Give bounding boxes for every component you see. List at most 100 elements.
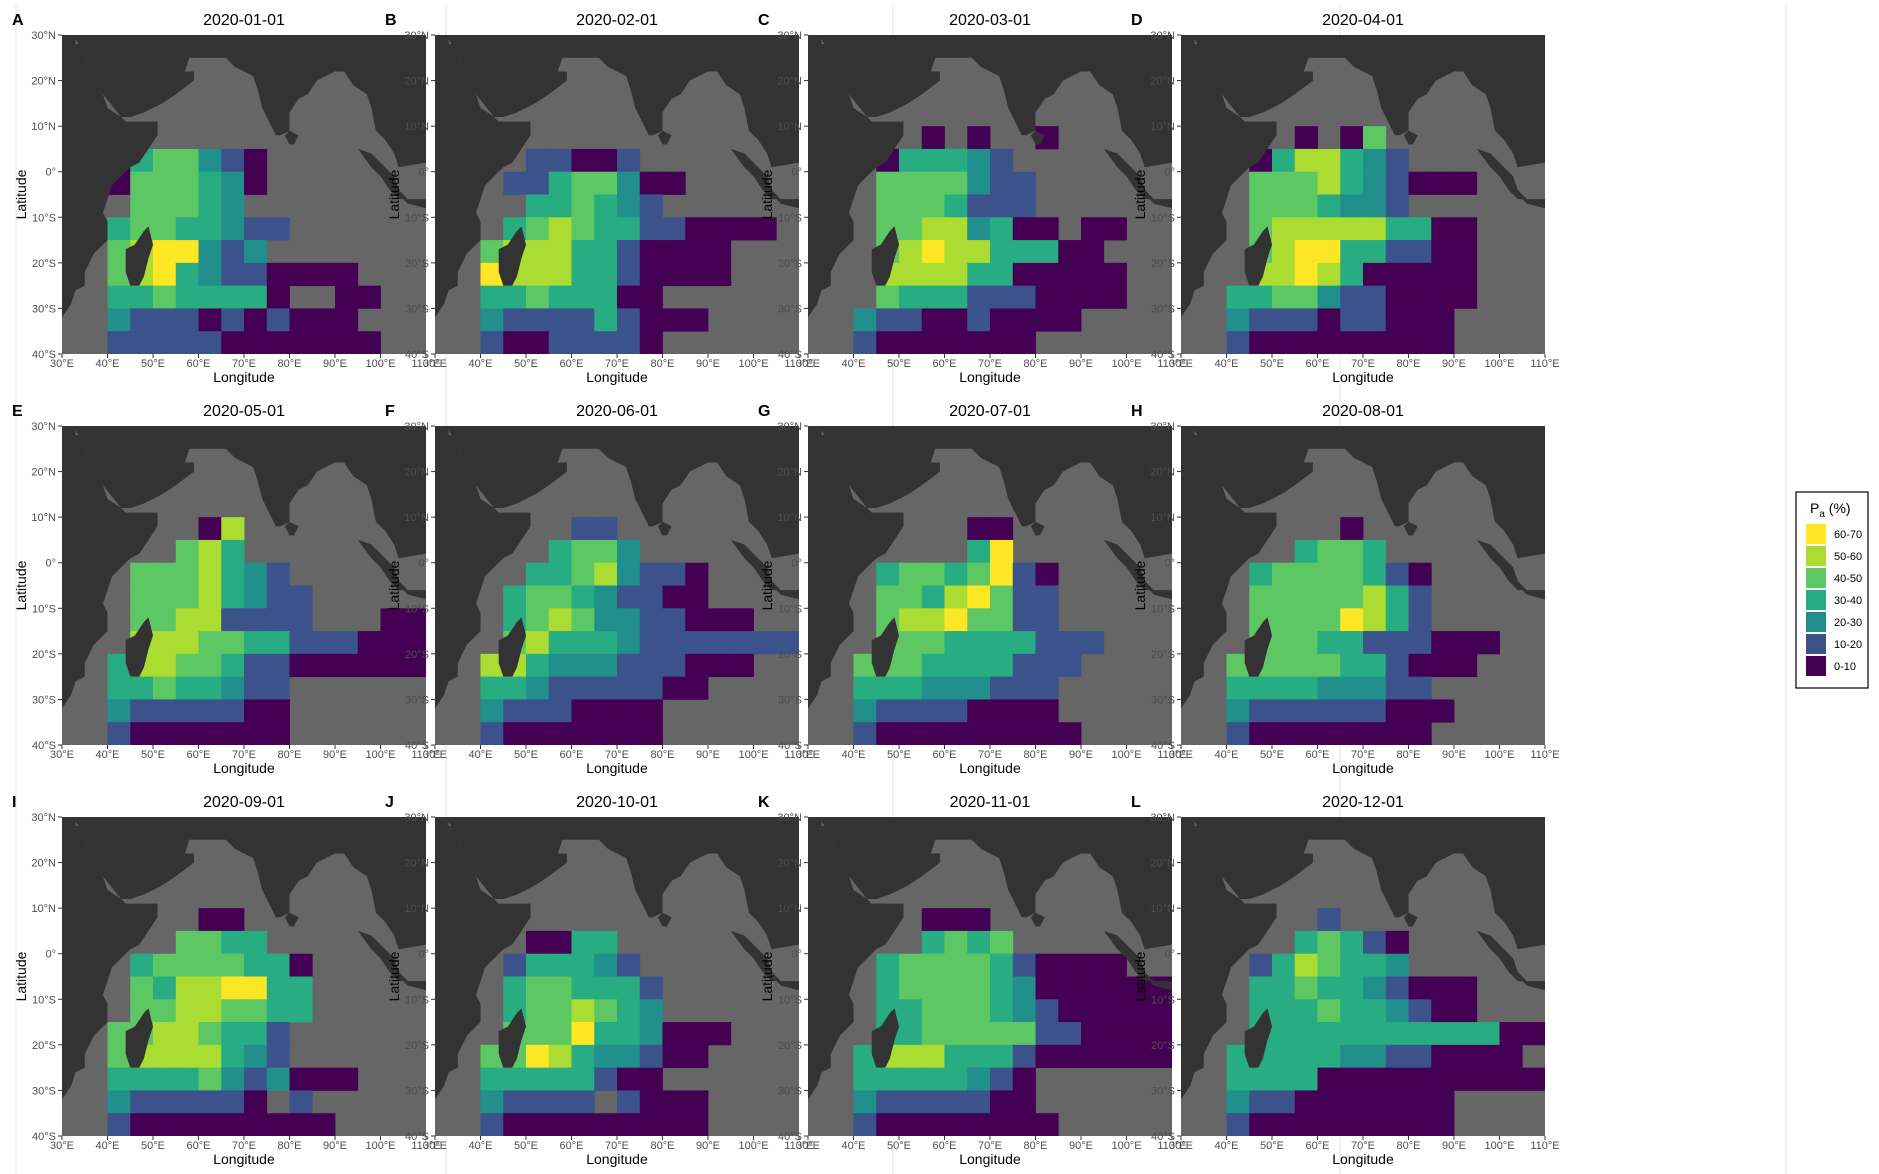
x-tick-label: 80°E (278, 749, 302, 761)
x-tick-label: 80°E (1024, 1140, 1048, 1152)
grid-cell (639, 1022, 663, 1046)
grid-cell (1149, 1022, 1172, 1046)
grid-cell (990, 539, 1014, 564)
grid-cell (944, 999, 968, 1023)
grid-cell (685, 1090, 709, 1114)
grid-cell (175, 608, 199, 632)
grid-cell (1035, 1113, 1059, 1136)
map-area (1181, 817, 1545, 1136)
grid-cell (1012, 1090, 1036, 1114)
grid-cell (130, 400, 153, 423)
grid-cell (175, 999, 199, 1023)
grid-cell (1272, 331, 1296, 354)
grid-cell (922, 768, 945, 791)
grid-cell (1385, 930, 1409, 955)
grid-cell (1431, 699, 1455, 723)
cell-layer (853, 517, 1105, 791)
grid-cell (1363, 1067, 1387, 1091)
grid-cell (153, 262, 177, 287)
grid-cell (1340, 126, 1364, 150)
grid-cell (481, 768, 504, 791)
grid-cell (967, 171, 991, 195)
land-layer (62, 35, 426, 318)
y-tick-label: 10°S (405, 603, 429, 615)
legend-swatch (1806, 634, 1826, 654)
grid-cell (1294, 676, 1318, 700)
grid-cell (921, 194, 945, 218)
grid-cell (1126, 999, 1150, 1023)
grid-cell (1317, 585, 1341, 609)
x-tick-label: 100°E (1111, 749, 1141, 761)
x-tick-label: 80°E (1397, 749, 1421, 761)
grid-cell (685, 262, 709, 287)
grid-cell (594, 331, 618, 354)
grid-cell (876, 285, 900, 309)
grid-cell (1012, 722, 1036, 745)
grid-cell (153, 585, 177, 609)
grid-cell (967, 262, 991, 287)
grid-cell (548, 1067, 572, 1091)
grid-cell (266, 976, 290, 1000)
grid-cell (108, 791, 131, 814)
grid-cell (1272, 608, 1296, 632)
grid-cell (1454, 999, 1478, 1023)
grid-cell (1058, 262, 1082, 287)
grid-cell (1081, 262, 1105, 287)
grid-cell (899, 148, 923, 173)
grid-cell (107, 240, 131, 264)
legend-label: 50-60 (1834, 551, 1862, 563)
grid-cell (526, 262, 550, 287)
x-tick-label: 40°E (1215, 749, 1239, 761)
grid-cell (244, 976, 268, 1000)
x-tick-label: 70°E (232, 749, 256, 761)
grid-cell (639, 722, 663, 745)
grid-cell (1249, 722, 1273, 745)
grid-cell (1081, 217, 1105, 241)
x-tick-label: 60°E (1306, 1140, 1330, 1152)
grid-cell (526, 1067, 550, 1091)
grid-cell (685, 676, 709, 700)
grid-cell (526, 1090, 550, 1114)
grid-cell (876, 1090, 900, 1114)
grid-cell (730, 608, 754, 632)
grid-cell (480, 653, 504, 678)
grid-cell (1363, 930, 1387, 955)
x-axis-title: Longitude (959, 760, 1021, 776)
grid-cell (198, 1022, 222, 1046)
grid-cell (1103, 1044, 1127, 1069)
grid-cell (853, 676, 877, 700)
grid-cell (1385, 308, 1409, 332)
grid-cell (639, 1044, 663, 1069)
grid-cell (1035, 240, 1059, 264)
grid-cell (899, 1113, 923, 1136)
grid-cell (899, 1044, 923, 1069)
grid-cell (921, 308, 945, 332)
x-tick-label: 60°E (187, 358, 211, 370)
grid-cell (1363, 1022, 1387, 1046)
x-tick-label: 100°E (365, 749, 395, 761)
legend: Pa (%) 60-70 50-60 40-50 30-40 20-30 10-20 0-1… (1795, 491, 1869, 689)
grid-cell (221, 953, 245, 977)
grid-cell (594, 1022, 618, 1046)
grid-cell (221, 631, 245, 655)
grid-cell (130, 285, 154, 309)
grid-cell (1385, 285, 1409, 309)
grid-cell (571, 171, 595, 195)
grid-cell (922, 400, 945, 423)
grid-cell (198, 539, 222, 564)
x-axis-title: Longitude (1332, 369, 1394, 385)
map-area (435, 817, 799, 1136)
y-tick-label: 30°N (31, 30, 56, 42)
grid-cell (1363, 1044, 1387, 1069)
grid-cell (1272, 722, 1296, 745)
grid-cell (876, 953, 900, 977)
grid-cell (1149, 999, 1172, 1023)
grid-cell (639, 240, 663, 264)
grid-cell (1058, 240, 1082, 264)
grid-cell (526, 148, 550, 173)
grid-cell (944, 331, 968, 354)
grid-cell (221, 148, 245, 173)
grid-cell (617, 1067, 641, 1091)
y-tick-label: 30°S (32, 303, 56, 315)
land-polygon (871, 1008, 899, 1068)
